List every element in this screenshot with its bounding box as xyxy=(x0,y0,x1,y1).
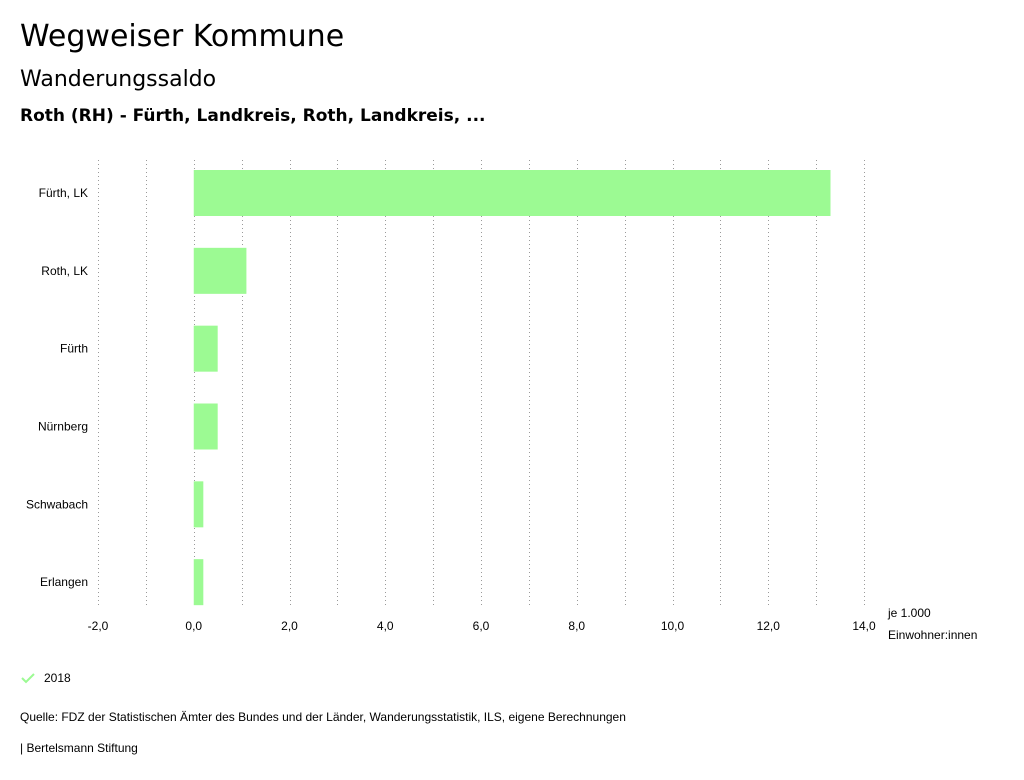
x-tick-label: 12,0 xyxy=(757,619,781,633)
category-label: Fürth, LK xyxy=(39,186,88,200)
unit-label-line-1: je 1.000 xyxy=(887,606,931,620)
page-title: Wegweiser Kommune xyxy=(20,19,345,54)
bar[interactable] xyxy=(193,325,218,372)
x-tick-label: -2,0 xyxy=(88,619,109,633)
category-label: Roth, LK xyxy=(41,264,88,278)
unit-label-line-2: Einwohner:innen xyxy=(888,628,977,642)
grid-lines xyxy=(98,160,865,607)
source-note: Quelle: FDZ der Statistischen Ämter des … xyxy=(20,710,626,724)
region-selection: Roth (RH) - Fürth, Landkreis, Roth, Land… xyxy=(20,106,486,126)
x-tick-label: 2,0 xyxy=(281,619,298,633)
category-label: Erlangen xyxy=(40,575,88,589)
bar[interactable] xyxy=(193,559,204,606)
x-tick-label: 6,0 xyxy=(473,619,490,633)
bar-chart: Fürth, LK Roth, LK Fürth Nürnberg Schwabach E… xyxy=(26,160,977,642)
x-tick-label: 4,0 xyxy=(377,619,394,633)
legend[interactable]: 2018 xyxy=(20,669,71,687)
check-icon[interactable] xyxy=(20,670,36,686)
category-label: Fürth xyxy=(60,342,88,356)
x-tick-label: 0,0 xyxy=(185,619,202,633)
x-axis-ticks: -2,0 0,0 2,0 4,0 6,0 8,0 10,0 12,0 14,0 xyxy=(88,619,876,633)
bar[interactable] xyxy=(193,403,218,450)
x-tick-label: 8,0 xyxy=(568,619,585,633)
bar[interactable] xyxy=(193,481,204,528)
chart-subtitle: Wanderungssaldo xyxy=(20,67,217,92)
x-tick-label: 14,0 xyxy=(852,619,876,633)
x-tick-label: 10,0 xyxy=(661,619,685,633)
credit-note: | Bertelsmann Stiftung xyxy=(20,741,138,755)
category-label: Nürnberg xyxy=(38,420,88,434)
bar-series xyxy=(193,170,831,606)
category-labels: Fürth, LK Roth, LK Fürth Nürnberg Schwabach E… xyxy=(26,186,88,589)
bar[interactable] xyxy=(193,247,247,294)
category-label: Schwabach xyxy=(26,497,88,511)
bar[interactable] xyxy=(193,170,831,216)
legend-label-2018[interactable]: 2018 xyxy=(44,671,71,685)
